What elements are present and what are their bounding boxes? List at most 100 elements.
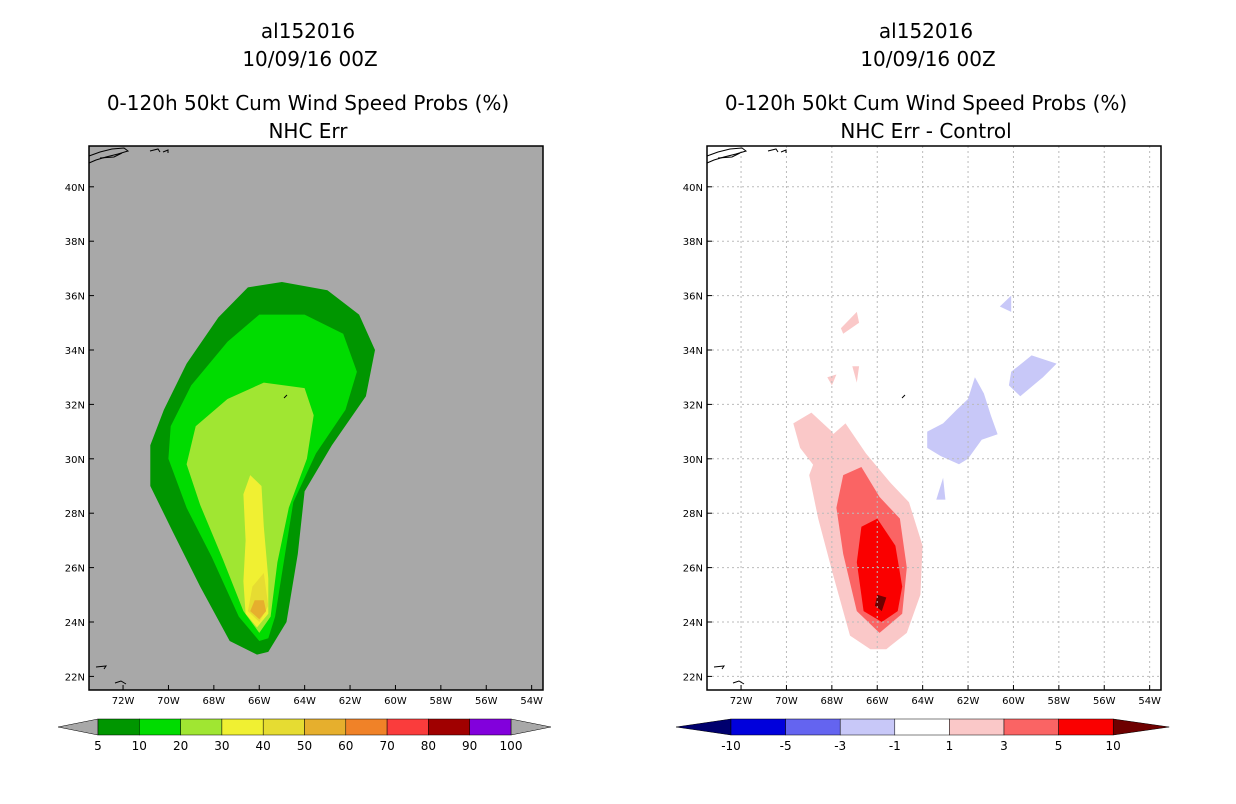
y-tick-label-26N: 26N [65, 564, 85, 575]
x-tick-label-70W: 70W [775, 696, 798, 707]
contour-fills [150, 282, 375, 655]
y-tick-label-24N: 24N [65, 618, 85, 629]
colorbar-swatch-1 [139, 718, 181, 736]
colorbar-swatch-6 [1058, 718, 1114, 736]
colorbar-swatch-7 [386, 718, 429, 736]
right-storm-id: al152016 [879, 19, 973, 43]
colorbar-label-50: 50 [297, 739, 312, 753]
contour-level-50-5 [250, 600, 267, 620]
y-tick-label-40N: 40N [65, 183, 85, 194]
y-tick-label-34N: 34N [65, 346, 85, 357]
right-subtitle: NHC Err - Control [840, 119, 1011, 143]
colorbar-label-70: 70 [379, 739, 394, 753]
y-tick-label-22N: 22N [65, 672, 85, 683]
y-tick-label-22N: 22N [683, 672, 703, 683]
contour-level-1-4 [852, 366, 860, 383]
y-tick-label-26N: 26N [683, 564, 703, 575]
x-tick-label-66W: 66W [248, 696, 271, 707]
y-tick-label-24N: 24N [683, 618, 703, 629]
contour-level-10-7 [875, 594, 887, 612]
colorbar-label-40: 40 [256, 739, 271, 753]
colorbar-label--1: -1 [889, 739, 901, 753]
colorbar-label-5: 5 [1055, 739, 1063, 753]
colorbar-label--5: -5 [780, 739, 792, 753]
contour-level-neg1-11 [936, 477, 946, 500]
colorbar-swatch-9 [469, 718, 512, 736]
y-tick-label-34N: 34N [683, 346, 703, 357]
colorbar-label-80: 80 [421, 739, 436, 753]
contour-level-neg1-9 [1008, 355, 1057, 397]
x-tick-label-62W: 62W [957, 696, 980, 707]
colorbar-swatch-0 [97, 718, 140, 736]
colorbar-extend-low [675, 718, 732, 736]
colorbar-swatch-8 [428, 718, 470, 736]
y-tick-label-32N: 32N [65, 400, 85, 411]
colorbar-label-3: 3 [1000, 739, 1008, 753]
map-frame [88, 145, 544, 691]
y-tick-label-40N: 40N [683, 183, 703, 194]
colorbar-label-5: 5 [94, 739, 102, 753]
y-tick-label-36N: 36N [65, 292, 85, 303]
colorbar-swatch-6 [345, 718, 388, 736]
colorbar-swatch-4 [949, 718, 1005, 736]
colorbar-swatch-4 [262, 718, 305, 736]
colorbar-label--3: -3 [834, 739, 846, 753]
colorbar-swatch-5 [304, 718, 347, 736]
contour-level-1-2 [840, 311, 860, 334]
x-tick-label-72W: 72W [112, 696, 135, 707]
colorbar-label-10: 10 [132, 739, 147, 753]
x-tick-label-66W: 66W [866, 696, 889, 707]
coastlines [88, 147, 288, 685]
contour-level-5-6 [856, 518, 903, 622]
x-tick-label-58W: 58W [430, 696, 453, 707]
left-title: 0-120h 50kt Cum Wind Speed Probs (%) [107, 91, 509, 115]
x-tick-label-70W: 70W [157, 696, 180, 707]
colorbar-swatch-2 [180, 718, 223, 736]
contour-level-1-3 [827, 374, 837, 386]
y-tick-label-36N: 36N [683, 292, 703, 303]
colorbar-label-10: 10 [1106, 739, 1121, 753]
colorbar-label-90: 90 [462, 739, 477, 753]
x-tick-label-64W: 64W [293, 696, 316, 707]
x-tick-label-62W: 62W [339, 696, 362, 707]
contour-level-1-1 [793, 412, 846, 486]
colorbar-label--10: -10 [721, 739, 741, 753]
x-tick-label-60W: 60W [384, 696, 407, 707]
colorbar-swatch-3 [894, 718, 950, 736]
x-tick-label-56W: 56W [1093, 696, 1116, 707]
left-storm-id: al152016 [261, 19, 355, 43]
colorbar-label-30: 30 [214, 739, 229, 753]
x-axis-ticks: 72W 70W 68W 66W 64W 62W 60W 58W 56W 54W [112, 685, 543, 707]
colorbar-swatch-5 [1003, 718, 1059, 736]
y-axis-ticks: 40N 38N 36N 34N 32N 30N 28N 26N 24N 22N [683, 183, 712, 683]
y-tick-label-28N: 28N [65, 509, 85, 520]
colorbar-label-100: 100 [500, 739, 523, 753]
x-tick-label-68W: 68W [821, 696, 844, 707]
y-tick-label-32N: 32N [683, 400, 703, 411]
colorbar-extend-high [1112, 718, 1170, 736]
right-date: 10/09/16 00Z [860, 47, 995, 71]
x-axis-ticks: 72W 70W 68W 66W 64W 62W 60W 58W 56W 54W [730, 685, 1161, 707]
x-tick-label-56W: 56W [475, 696, 498, 707]
colorbar-label-60: 60 [338, 739, 353, 753]
colorbar: -10 -5 -3 -1 1 3 5 10 [675, 718, 1170, 753]
y-tick-label-30N: 30N [683, 455, 703, 466]
left-date: 10/09/16 00Z [242, 47, 377, 71]
y-axis-ticks: 40N 38N 36N 34N 32N 30N 28N 26N 24N 22N [65, 183, 94, 683]
colorbar-extend-low [57, 718, 99, 736]
colorbar-swatch-1 [785, 718, 841, 736]
contour-level-neg1-10 [999, 295, 1012, 312]
colorbar-swatch-3 [221, 718, 264, 736]
colorbar-swatch-0 [730, 718, 786, 736]
x-tick-label-68W: 68W [203, 696, 226, 707]
colorbar-extend-high [510, 718, 552, 736]
left-panel: al152016 10/09/16 00Z 0-120h 50kt Cum Wi… [0, 0, 618, 800]
y-tick-label-38N: 38N [683, 237, 703, 248]
x-tick-label-54W: 54W [1138, 696, 1161, 707]
colorbar-swatch-2 [839, 718, 896, 736]
contour-fills [793, 295, 1057, 650]
colorbar: 5 10 20 30 40 50 60 70 80 90 100 [57, 718, 552, 753]
right-panel: al152016 10/09/16 00Z 0-120h 50kt Cum Wi… [618, 0, 1236, 800]
colorbar-label-20: 20 [173, 739, 188, 753]
y-tick-label-38N: 38N [65, 237, 85, 248]
